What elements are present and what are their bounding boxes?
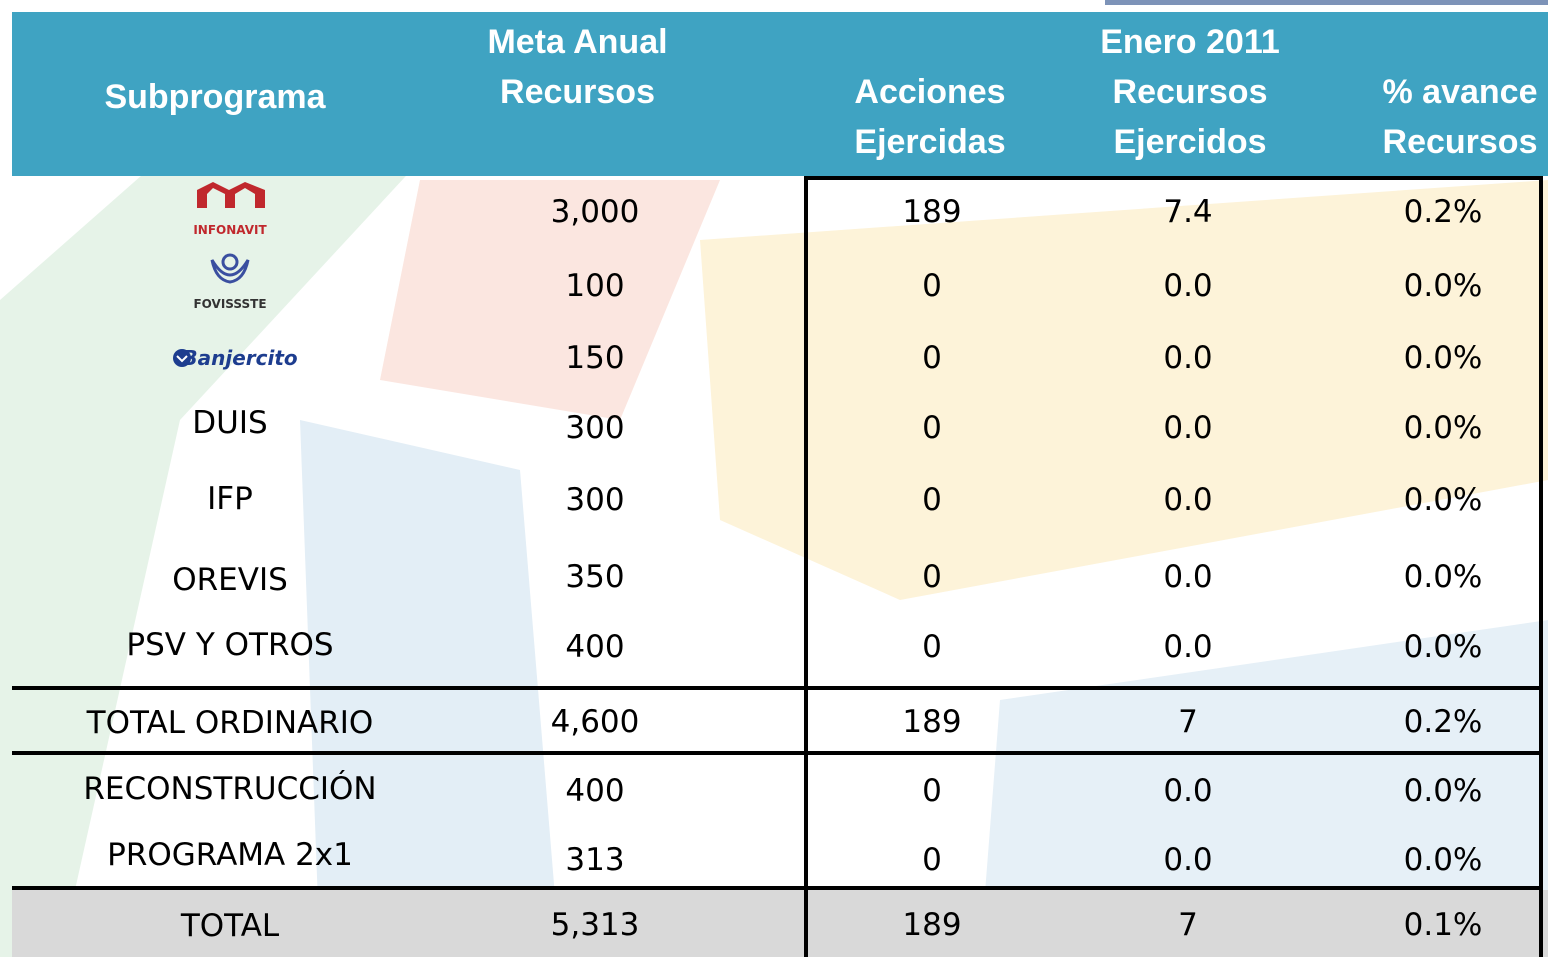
cell: 189 — [902, 907, 962, 943]
table-header — [12, 12, 1548, 176]
total-row-background — [12, 890, 1548, 957]
cell: 400 — [565, 773, 625, 809]
cell: 0 — [922, 268, 942, 304]
cell: 0.0 — [1163, 842, 1213, 878]
cell: 0.0% — [1403, 340, 1483, 376]
cell: 0.0% — [1403, 268, 1483, 304]
cell: 0 — [922, 629, 942, 665]
cell: 0.0 — [1163, 410, 1213, 446]
column-header: Subprograma — [104, 78, 326, 116]
row-label: PROGRAMA 2x1 — [107, 837, 353, 873]
cell: 350 — [565, 559, 625, 595]
column-header: Acciones Ejercidas — [854, 73, 1006, 161]
watermark-green — [0, 80, 430, 957]
cell: 3,000 — [550, 194, 640, 230]
cell: 0.1% — [1403, 907, 1483, 943]
logo-icon — [197, 182, 265, 208]
cell: 189 — [902, 194, 962, 230]
cell: 400 — [565, 629, 625, 665]
row-label: TOTAL — [180, 908, 280, 944]
cell: 0 — [922, 410, 942, 446]
cell: 0 — [922, 842, 942, 878]
row-label: DUIS — [192, 405, 268, 441]
cell: 7.4 — [1163, 194, 1213, 230]
column-header: Recursos Ejercidos — [1112, 73, 1268, 161]
column-group-header: Enero 2011 — [1100, 23, 1280, 61]
top-strip — [1105, 0, 1548, 5]
row-label: TOTAL ORDINARIO — [86, 705, 374, 741]
border — [12, 886, 1543, 890]
border — [804, 176, 808, 957]
column-header: Meta Anual Recursos — [487, 23, 668, 111]
cell: 7 — [1178, 907, 1198, 943]
cell: 0.0 — [1163, 559, 1213, 595]
column-header: % avance Recursos — [1382, 73, 1538, 161]
border — [12, 686, 1543, 690]
cell: 0.0 — [1163, 340, 1213, 376]
cell: 0.0% — [1403, 559, 1483, 595]
border — [804, 176, 1543, 180]
watermark-red — [380, 180, 720, 420]
cell: 0.0 — [1163, 268, 1213, 304]
cell: 313 — [565, 842, 625, 878]
cell: 300 — [565, 410, 625, 446]
cell: 0.0 — [1163, 482, 1213, 518]
cell: 0.0% — [1403, 773, 1483, 809]
cell: 4,600 — [550, 704, 640, 740]
watermark-blue-2 — [980, 620, 1548, 957]
row-label: OREVIS — [172, 562, 288, 598]
cell: 0.0 — [1163, 629, 1213, 665]
cell: 7 — [1178, 704, 1198, 740]
cell: 189 — [902, 704, 962, 740]
border — [12, 751, 1543, 755]
border — [1539, 176, 1543, 957]
logo-label: FOVISSSTE — [193, 297, 267, 311]
watermark-yellow — [700, 180, 1548, 600]
cell: 300 — [565, 482, 625, 518]
row-label: PSV Y OTROS — [126, 627, 334, 663]
cell: 0 — [922, 559, 942, 595]
logo-label: Banjercito — [182, 346, 298, 370]
row-label: RECONSTRUCCIÓN — [83, 771, 377, 807]
cell: 0.0% — [1403, 842, 1483, 878]
cell: 100 — [565, 268, 625, 304]
cell: 0 — [922, 482, 942, 518]
cell: 0.2% — [1403, 194, 1483, 230]
logo-label: INFONAVIT — [193, 223, 267, 237]
cell: 0.0 — [1163, 773, 1213, 809]
cell: 0 — [922, 340, 942, 376]
cell: 0.0% — [1403, 410, 1483, 446]
row-label: IFP — [207, 481, 253, 517]
logo-icon — [210, 253, 250, 284]
cell: 0.2% — [1403, 704, 1483, 740]
cell: 0 — [922, 773, 942, 809]
cell: 0.0% — [1403, 482, 1483, 518]
cell: 5,313 — [550, 907, 640, 943]
cell: 0.0% — [1403, 629, 1483, 665]
logo-icon — [173, 349, 191, 367]
cell: 150 — [565, 340, 625, 376]
